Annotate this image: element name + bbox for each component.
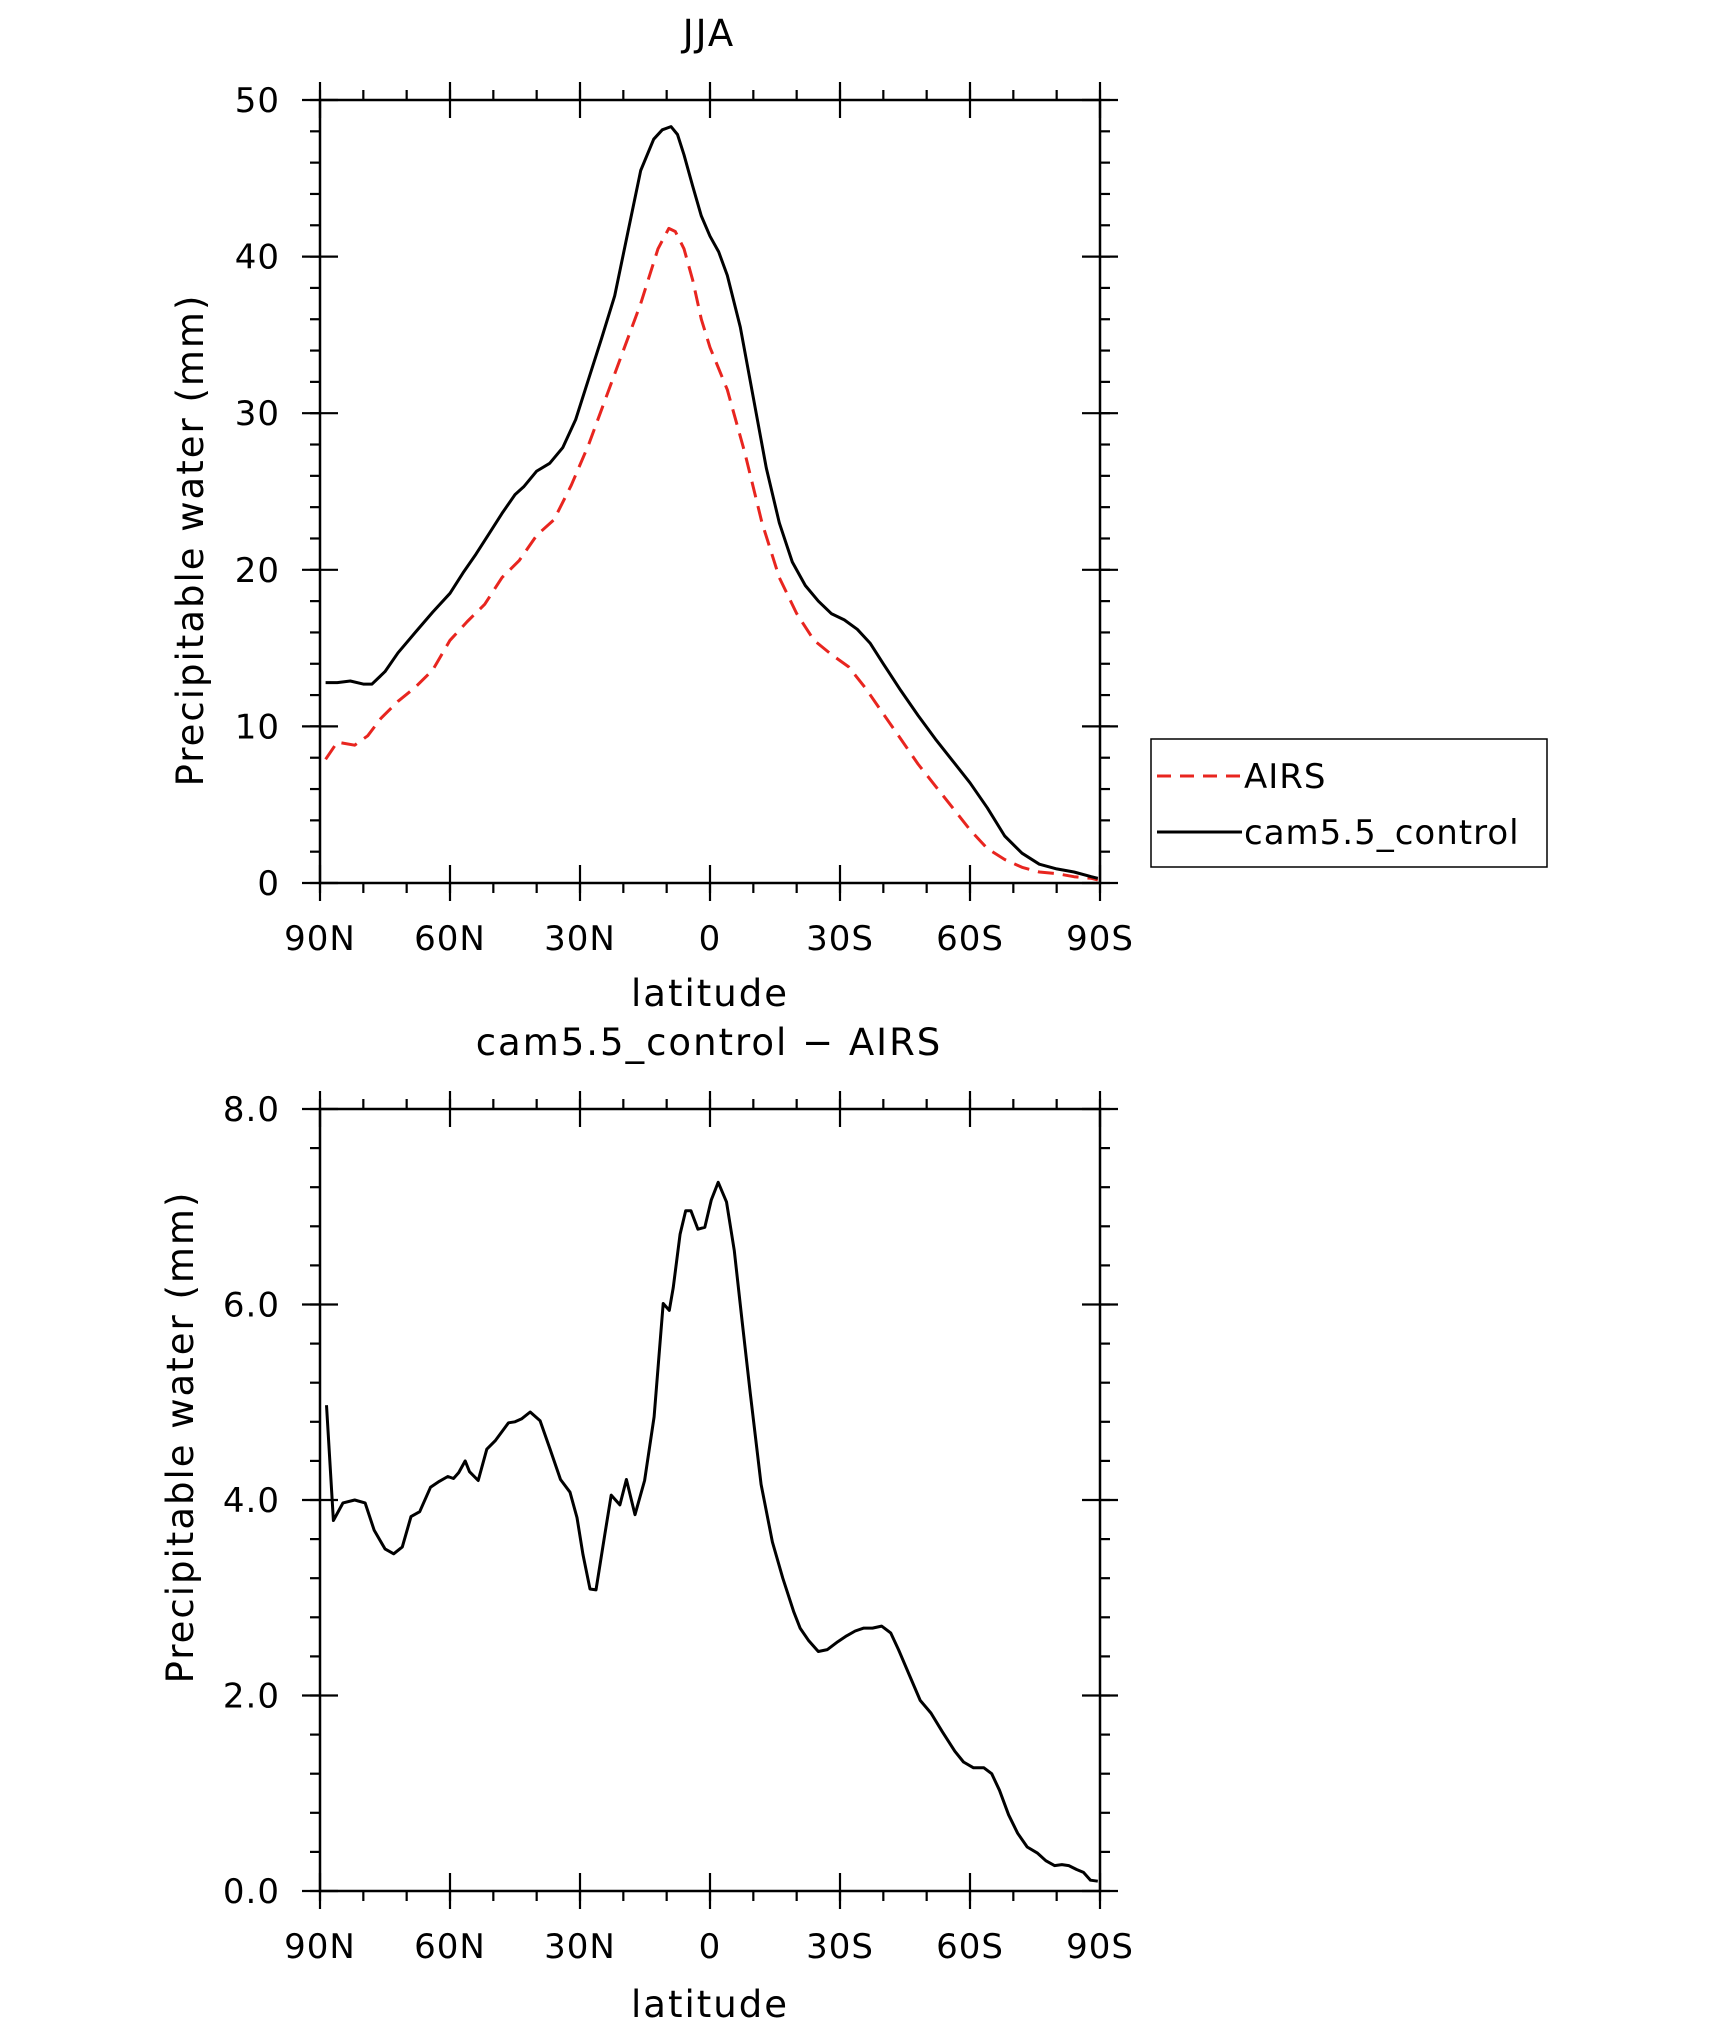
legend: AIRS cam5.5_control [1150,738,1548,868]
plot-frame-bottom [318,1107,1102,1893]
bottom-panel-difference: cam5.5_control − AIRS Precipitable water… [159,1021,1134,2021]
y-tick-label: 40 [235,238,280,278]
chart-title-top: JJA [681,12,736,55]
x-axis-label-bottom: latitude [631,1983,789,2021]
legend-label-cam55: cam5.5_control [1244,813,1520,853]
y-axis-label-top: Precipitable water (mm) [169,294,212,787]
x-tick-label: 60S [936,1927,1004,1967]
y-tick-label: 30 [235,394,280,434]
series-line-airs [324,226,1099,882]
y-tick-label: 6.0 [223,1286,280,1326]
legend-label-airs: AIRS [1244,757,1327,797]
x-tick-label: 30N [544,919,616,959]
x-tick-label: 30S [806,1927,874,1967]
x-tick-label: 90S [1066,919,1134,959]
series-line-cam5-5-control [325,125,1099,880]
plot-frame-top [318,98,1102,885]
series-line-cam5-5-control-airs [325,1180,1099,1883]
y-tick-label: 10 [235,707,280,747]
y-tick-label: 20 [235,551,280,591]
x-tick-label: 90N [284,1927,356,1967]
x-tick-label: 0 [699,919,722,959]
x-tick-label: 60S [936,919,1004,959]
y-tick-label: 2.0 [223,1677,280,1717]
chart-title-bottom: cam5.5_control − AIRS [476,1021,943,1064]
x-axis-label-top: latitude [631,972,789,1015]
y-tick-label: 8.0 [223,1090,280,1130]
y-tick-label: 0 [257,864,280,904]
axis-ticks-bottom: 90N 60N 30N 0 30S 60S 90S 0.0 2.0 4.0 6.0 8.0 [223,1090,1134,1967]
y-tick-label: 4.0 [223,1481,280,1521]
x-tick-label: 90S [1066,1927,1134,1967]
top-panel-jja: JJA Precipitable water (mm) latitude 90N… [169,12,1548,1015]
x-tick-label: 30S [806,919,874,959]
x-tick-label: 0 [699,1927,722,1967]
y-tick-label: 0.0 [223,1872,280,1912]
series-lines-top [324,125,1099,882]
x-tick-label: 60N [414,1927,486,1967]
y-axis-label-bottom: Precipitable water (mm) [159,1191,202,1684]
y-tick-label: 50 [235,81,280,121]
x-tick-label: 60N [414,919,486,959]
series-lines-bottom [325,1180,1099,1883]
x-tick-label: 90N [284,919,356,959]
legend-box [1150,738,1548,868]
x-tick-label: 30N [544,1927,616,1967]
